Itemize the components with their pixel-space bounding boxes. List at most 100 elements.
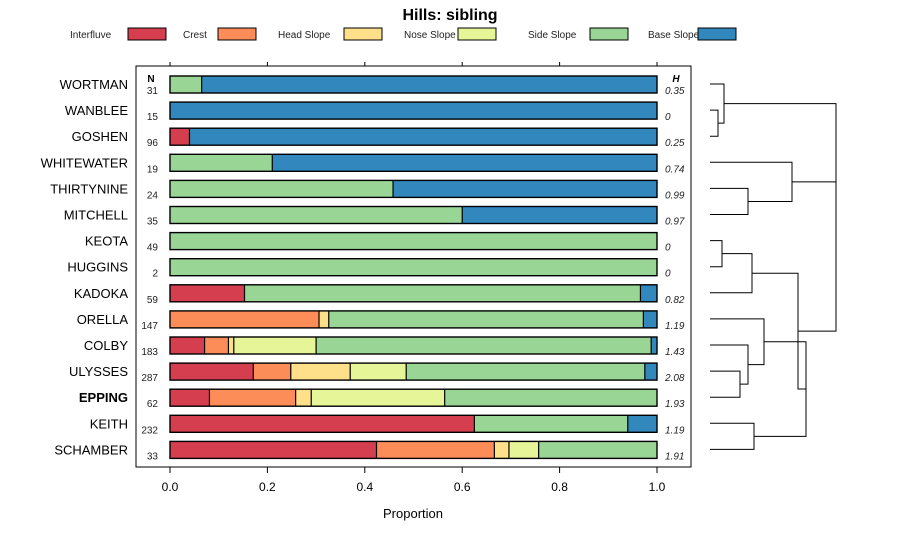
bar-segment-base-slope	[644, 363, 657, 381]
legend-swatch-side-slope	[589, 27, 629, 41]
dendro-link-thirtynine-mitchell	[710, 187, 749, 215]
bar-segment-side-slope	[170, 76, 202, 93]
row-ulysses: ULYSSES 287 2.08	[69, 362, 685, 384]
bar-outline	[169, 153, 658, 173]
x-axis-title: Proportion	[383, 506, 443, 521]
category-label: HUGGINS	[67, 260, 128, 275]
x-tick-label: 1.0	[649, 480, 666, 494]
row-whitewater: WHITEWATER 19 0.74	[41, 153, 685, 175]
chart-title: Hills: sibling	[402, 7, 497, 24]
bar-outline	[169, 362, 658, 381]
n-value: 232	[141, 425, 158, 436]
x-axis: 0.0 0.2 0.4 0.6 0.8 1.0	[162, 62, 666, 494]
row-orella: ORELLA 147 1.19	[77, 310, 685, 332]
category-label: THIRTYNINE	[50, 181, 128, 196]
bar-outline	[169, 336, 658, 355]
legend-swatch-nose-slope	[457, 27, 497, 41]
legend-label-nose-slope: Nose Slope	[404, 30, 456, 41]
row-keith: KEITH 232 1.19	[90, 414, 685, 436]
row-huggins: HUGGINS 2 0	[67, 258, 671, 280]
bar-segment-side-slope	[170, 206, 463, 224]
dendro-link-orella	[710, 318, 765, 366]
bar-segment-side-slope	[170, 258, 657, 276]
x-tick-label: 0.8	[551, 480, 568, 494]
row-mitchell: MITCHELL 35 0.97	[64, 205, 685, 228]
bar-segment-base-slope	[627, 415, 657, 433]
bar-outline	[169, 310, 658, 329]
dendrogram	[710, 83, 837, 450]
bar-segment-side-slope	[316, 337, 652, 354]
n-value: 33	[147, 451, 159, 462]
category-label: KEOTA	[85, 234, 128, 249]
dendro-link-keith-schamber	[710, 422, 755, 450]
bar-segment-interfluve	[170, 284, 245, 302]
h-value: 1.43	[665, 347, 685, 358]
legend-label-head-slope: Head Slope	[278, 30, 331, 41]
h-value: 0.82	[665, 295, 685, 306]
h-value: 1.19	[665, 321, 685, 332]
h-value: 0.99	[665, 190, 685, 201]
dendro-link-root	[798, 142, 837, 332]
legend-label-base-slope: Base Slope	[648, 30, 700, 41]
dendro-link-ulysses-epping	[710, 370, 741, 398]
n-value: 62	[147, 399, 159, 410]
row-keota: KEOTA 49 0	[85, 231, 671, 254]
bar-segment-side-slope	[406, 363, 645, 381]
bar-segment-crest	[253, 363, 291, 381]
n-value: 287	[141, 373, 158, 384]
h-value: 0	[665, 269, 671, 280]
h-value: 0	[665, 243, 671, 254]
bar-segment-nose-slope	[350, 363, 407, 381]
bar-outline	[169, 284, 658, 303]
n-value: 183	[141, 347, 158, 358]
n-column-header: N	[147, 74, 154, 85]
bar-segment-base-slope	[201, 76, 657, 93]
category-label: COLBY	[84, 338, 128, 353]
bar-segment-head-slope	[494, 441, 509, 459]
category-label: ORELLA	[77, 312, 129, 327]
bar-segment-base-slope	[651, 337, 657, 354]
category-label: KEITH	[90, 416, 128, 431]
bar-segment-head-slope	[319, 310, 329, 328]
bar-segment-side-slope	[170, 154, 273, 172]
row-colby: COLBY 183 1.43	[84, 336, 685, 358]
bar-outline	[169, 231, 658, 251]
bar-segment-interfluve	[170, 337, 205, 354]
n-value: 147	[141, 321, 158, 332]
bar-segment-head-slope	[290, 363, 351, 381]
row-wortman: WORTMAN 31 0.35	[60, 75, 685, 97]
row-goshen: GOSHEN 96 0.25	[72, 127, 685, 149]
dendro-link-whitewater	[710, 161, 793, 202]
bar-segment-nose-slope	[233, 337, 317, 354]
n-value: 59	[147, 295, 159, 306]
bar-segment-side-slope	[328, 310, 644, 328]
h-value: 0.97	[665, 217, 685, 228]
legend: Interfluve Crest Head Slope Nose Slope Side …	[70, 27, 737, 41]
n-value: 19	[147, 164, 159, 175]
bar-segment-side-slope	[538, 441, 657, 459]
row-wanblee: WANBLEE 15 0	[65, 101, 671, 123]
n-value: 49	[147, 243, 159, 254]
plot-frame	[135, 65, 692, 468]
x-tick-label: 0.2	[259, 480, 276, 494]
bar-outline	[169, 101, 658, 120]
row-schamber: SCHAMBER 33 1.91	[54, 440, 684, 462]
category-label: WORTMAN	[60, 77, 128, 92]
h-value: 1.19	[665, 425, 685, 436]
bar-outline	[169, 75, 658, 94]
dendro-link-bottom	[752, 272, 806, 390]
bar-segment-nose-slope	[311, 389, 445, 407]
bar-segment-crest	[170, 310, 320, 328]
category-label: KADOKA	[74, 286, 129, 301]
bar-segment-head-slope	[228, 337, 234, 354]
row-kadoka: KADOKA 59 0.82	[74, 284, 685, 306]
dendro-link-colby	[710, 344, 749, 385]
bar-segment-interfluve	[170, 415, 475, 433]
bar-segment-side-slope	[244, 284, 641, 302]
legend-label-interfluve: Interfluve	[70, 30, 112, 41]
category-label: GOSHEN	[72, 129, 128, 144]
dendro-link-top-cluster	[724, 103, 837, 183]
bar-outline	[169, 440, 658, 460]
bar-segment-crest	[209, 389, 296, 407]
